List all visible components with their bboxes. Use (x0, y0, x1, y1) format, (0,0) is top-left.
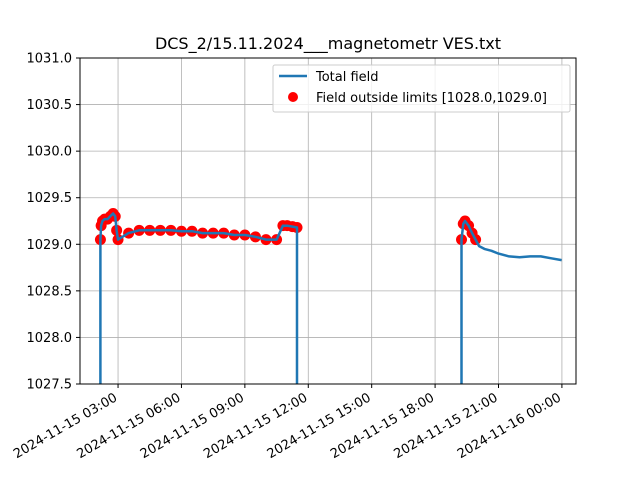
y-tick-label: 1029.5 (27, 191, 73, 206)
y-tick-label: 1030.5 (27, 98, 73, 113)
legend-entry-outside-limits: Field outside limits [1028.0,1029.0] (316, 91, 547, 106)
y-tick-label: 1028.5 (27, 284, 73, 299)
legend: Total field Field outside limits [1028.0… (272, 64, 571, 113)
total-field-line (99, 212, 299, 384)
y-tick-label: 1031.0 (27, 52, 73, 67)
data-layer (94, 208, 562, 384)
legend-marker-swatch (288, 92, 298, 102)
y-axis: 1027.5 1028.0 1028.5 1029.0 1029.5 1030.0 1030… (27, 52, 80, 393)
y-tick-label: 1029.0 (27, 238, 73, 253)
y-tick-label: 1028.0 (27, 331, 73, 346)
legend-entry-total-field: Total field (315, 70, 379, 85)
y-tick-label: 1030.0 (27, 145, 73, 160)
total-field-line (460, 219, 562, 384)
legend-box (272, 64, 571, 113)
chart-title: DCS_2/15.11.2024___magnetometr VES.txt (155, 34, 501, 54)
y-tick-label: 1027.5 (27, 378, 73, 393)
plot-frame (79, 57, 577, 385)
